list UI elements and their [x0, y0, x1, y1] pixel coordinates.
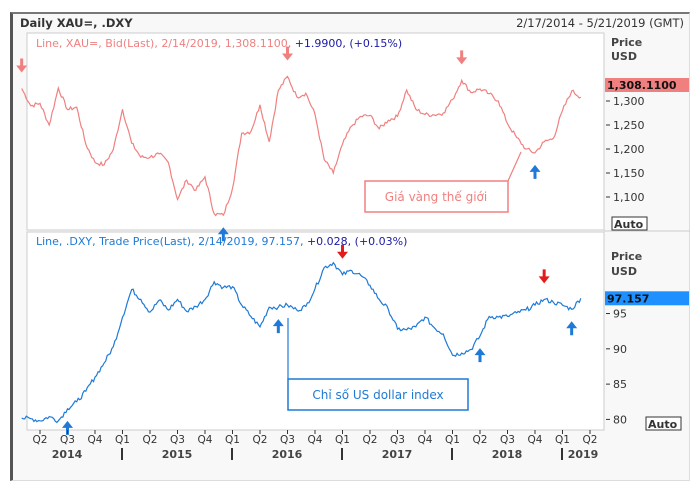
y-tick-label: 1,300 [613, 95, 645, 108]
year-label: 2019 [568, 448, 599, 461]
up-arrow-icon [217, 227, 229, 242]
dxy-series-line [21, 261, 582, 424]
down-arrow-icon [16, 58, 28, 73]
x-tick-label: Q2 [33, 434, 48, 446]
x-tick-label: Q3 [60, 434, 75, 446]
chart-title: Daily XAU=, .DXY [20, 16, 133, 30]
x-tick-label: Q4 [308, 434, 323, 446]
auto-scale-label: Auto [614, 218, 644, 231]
gold-legend: Line, XAU=, Bid(Last), 2/14/2019, 1,308.… [36, 37, 402, 50]
down-arrow-icon [282, 46, 293, 61]
x-tick-label: Q2 [583, 434, 598, 446]
x-tick-label: Q2 [143, 434, 158, 446]
x-tick-label: Q2 [253, 434, 268, 446]
axis-title: Price [611, 36, 642, 49]
x-tick-label: Q3 [500, 434, 515, 446]
x-tick-label: Q3 [280, 434, 295, 446]
auto-scale-label: Auto [648, 418, 678, 431]
x-tick-label: Q2 [473, 434, 488, 446]
gold-plot-area [26, 32, 605, 231]
annotation-leader [507, 151, 522, 182]
y-tick-label: 90 [613, 343, 627, 356]
x-tick-label: Q3 [170, 434, 185, 446]
gold-annotation-box [364, 180, 509, 213]
gold-annotation-text: Giá vàng thế giới [385, 190, 487, 204]
x-tick-label: Q4 [198, 434, 213, 446]
x-tick-label: Q1 [335, 434, 350, 446]
up-arrow-icon [474, 348, 486, 363]
y-tick-label: 1,150 [613, 167, 645, 180]
up-arrow-icon [566, 321, 578, 336]
year-label: 2016 [272, 448, 303, 461]
y-tick-label: 80 [613, 413, 627, 426]
up-arrow-icon [62, 420, 73, 435]
x-tick-label: Q4 [528, 434, 543, 446]
down-arrow-icon [538, 269, 550, 284]
y-tick-label: 85 [613, 378, 627, 391]
date-range: 2/17/2014 - 5/21/2019 (GMT) [516, 16, 684, 30]
x-tick-label: Q4 [418, 434, 433, 446]
down-arrow-icon [337, 244, 348, 259]
last-value-label: 97.157 [607, 292, 649, 305]
auto-scale-button[interactable] [645, 416, 682, 431]
year-label: 2018 [492, 448, 523, 461]
y-tick-label: 1,100 [613, 191, 645, 204]
gold-series-line [21, 75, 582, 217]
y-tick-label: 1,250 [613, 119, 645, 132]
x-tick-label: Q1 [115, 434, 130, 446]
x-tick-label: Q1 [445, 434, 460, 446]
y-tick-label: 95 [613, 308, 627, 321]
dxy-annotation-text: Chỉ số US dollar index [312, 388, 443, 402]
x-tick-label: Q4 [88, 434, 103, 446]
down-arrow-icon [456, 50, 468, 65]
x-tick-label: Q1 [555, 434, 570, 446]
last-value-badge [605, 78, 689, 92]
axis-title: USD [611, 265, 637, 278]
up-arrow-icon [529, 164, 541, 179]
last-value-badge [605, 291, 689, 306]
up-arrow-icon [272, 319, 284, 334]
year-label: 2017 [382, 448, 413, 461]
last-value-label: 1,308.1100 [607, 79, 677, 92]
year-label: 2015 [162, 448, 193, 461]
year-label: 2014 [52, 448, 83, 461]
y-tick-label: 1,200 [613, 143, 645, 156]
axis-title: Price [611, 250, 642, 263]
axis-title: USD [611, 50, 637, 63]
x-tick-label: Q1 [225, 434, 240, 446]
dxy-annotation-box [287, 378, 469, 411]
x-tick-label: Q2 [363, 434, 378, 446]
x-tick-label: Q3 [390, 434, 405, 446]
auto-scale-button[interactable] [611, 216, 648, 231]
dxy-legend: Line, .DXY, Trade Price(Last), 2/14/2019… [36, 235, 407, 248]
